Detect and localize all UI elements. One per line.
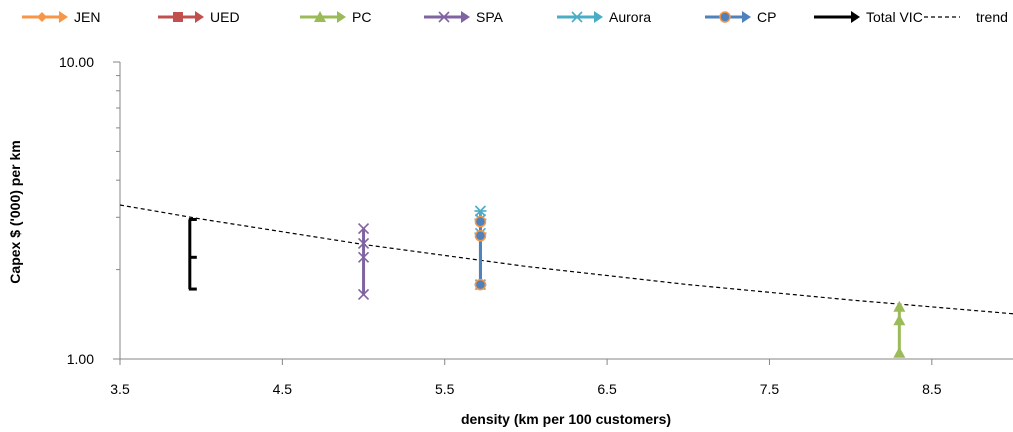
series-cp bbox=[474, 215, 487, 291]
x-tick-label: 3.5 bbox=[110, 381, 130, 397]
x-tick-label: 7.5 bbox=[760, 381, 780, 397]
legend-arrow bbox=[195, 11, 204, 23]
legend-item-total-vic: Total VIC bbox=[814, 9, 923, 25]
x-tick-label: 6.5 bbox=[597, 381, 617, 397]
trend-line bbox=[119, 204, 1013, 315]
data-point-spa bbox=[357, 251, 370, 263]
data-point-pc bbox=[893, 346, 906, 358]
legend-marker bbox=[438, 11, 450, 23]
legend-item-jen: JEN bbox=[22, 9, 100, 25]
data-point-spa bbox=[357, 237, 370, 249]
legend-item-aurora: Aurora bbox=[557, 9, 651, 25]
legend-label: Total VIC bbox=[866, 9, 923, 25]
series-pc bbox=[893, 300, 906, 358]
legend-marker bbox=[37, 12, 47, 22]
legend-label: trend bbox=[976, 9, 1008, 25]
legend-item-ued: UED bbox=[158, 9, 240, 25]
legend-arrow bbox=[461, 11, 470, 23]
legend-label: PC bbox=[352, 9, 371, 25]
legend-marker bbox=[314, 11, 326, 22]
y-axis-title: Capex $ ('000) per km bbox=[7, 140, 23, 283]
x-tick-label: 8.5 bbox=[922, 381, 942, 397]
legend-label: UED bbox=[210, 9, 240, 25]
x-tick-label: 4.5 bbox=[273, 381, 293, 397]
legend-item-cp: CP bbox=[705, 9, 776, 25]
legend-item-pc: PC bbox=[300, 9, 371, 25]
x-axis-title: density (km per 100 customers) bbox=[461, 411, 671, 427]
data-point-pc bbox=[893, 300, 906, 312]
legend-marker bbox=[719, 11, 731, 23]
legend-label: Aurora bbox=[609, 9, 651, 25]
data-point-pc bbox=[893, 314, 906, 326]
data-point-cp bbox=[474, 215, 487, 228]
legend-arrow bbox=[337, 11, 346, 23]
legend: JEN UED PC SPA Aurora CP Total VIC trend bbox=[22, 9, 1008, 25]
data-point-spa bbox=[357, 288, 370, 300]
series-spa bbox=[357, 222, 370, 300]
data-point-cp bbox=[474, 278, 487, 291]
legend-label: SPA bbox=[476, 9, 504, 25]
series-total-vic bbox=[188, 217, 197, 291]
legend-marker bbox=[173, 12, 183, 22]
axes: 3.5 4.5 5.5 6.5 7.5 8.5 1.00 10.00 bbox=[59, 54, 1013, 397]
x-tick-label: 5.5 bbox=[435, 381, 455, 397]
y-tick-label: 1.00 bbox=[67, 351, 94, 367]
data-point-aurora bbox=[474, 205, 487, 217]
trend-layer bbox=[119, 204, 1013, 315]
legend-arrow bbox=[851, 11, 860, 23]
legend-arrow bbox=[59, 11, 68, 23]
data-point-cp bbox=[474, 230, 487, 242]
series-layer bbox=[188, 205, 906, 358]
legend-arrow bbox=[742, 11, 751, 23]
y-tick-label: 10.00 bbox=[59, 54, 94, 70]
legend-item-trend: trend bbox=[924, 9, 1008, 25]
legend-label: JEN bbox=[74, 9, 100, 25]
legend-item-spa: SPA bbox=[424, 9, 504, 25]
data-point-spa bbox=[357, 222, 370, 235]
legend-arrow bbox=[594, 11, 603, 23]
legend-label: CP bbox=[757, 9, 776, 25]
legend-marker bbox=[571, 11, 583, 23]
